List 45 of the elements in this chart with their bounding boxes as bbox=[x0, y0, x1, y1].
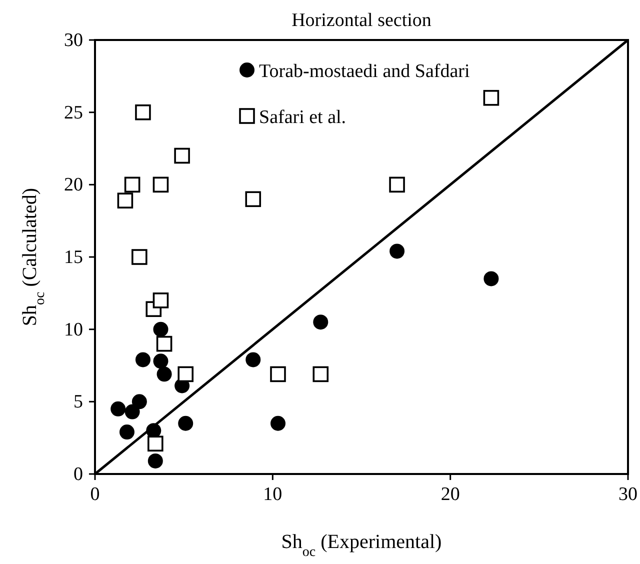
point bbox=[270, 416, 286, 431]
y-tick-label: 15 bbox=[64, 247, 83, 268]
x-tick-label: 30 bbox=[618, 484, 638, 505]
point bbox=[245, 191, 262, 208]
point bbox=[117, 192, 134, 208]
point bbox=[312, 366, 329, 382]
legend-label: Safari et al. bbox=[259, 107, 346, 128]
point bbox=[483, 90, 500, 106]
point bbox=[270, 366, 286, 382]
point bbox=[156, 336, 172, 352]
point bbox=[390, 244, 405, 259]
point bbox=[174, 148, 190, 164]
legend-label: Torab-mostaedi and Safdari bbox=[259, 61, 470, 82]
point bbox=[178, 366, 194, 382]
y-tick-label: 20 bbox=[64, 174, 83, 196]
x-tick-label: 20 bbox=[440, 484, 460, 505]
point bbox=[153, 354, 168, 369]
point bbox=[389, 176, 405, 193]
x-tick-label: 0 bbox=[90, 484, 100, 505]
point bbox=[132, 394, 147, 410]
point bbox=[119, 424, 134, 440]
point bbox=[148, 453, 163, 468]
x-axis-title: Sh$_{oc}$ (Experimental) bbox=[281, 531, 442, 560]
point bbox=[110, 401, 126, 416]
point bbox=[153, 322, 168, 337]
point bbox=[313, 314, 328, 330]
y-tick-label: 0 bbox=[74, 464, 83, 485]
point bbox=[152, 292, 169, 308]
point bbox=[124, 404, 140, 420]
y-tick-label: 25 bbox=[64, 102, 83, 124]
y-tick-label: 10 bbox=[64, 319, 83, 340]
y-tick-label: 5 bbox=[74, 392, 83, 413]
point bbox=[132, 249, 148, 265]
point bbox=[178, 416, 194, 431]
point bbox=[246, 352, 261, 368]
point bbox=[484, 271, 499, 286]
point bbox=[148, 436, 164, 452]
point bbox=[135, 352, 150, 368]
point bbox=[156, 366, 172, 382]
y-tick-label: 30 bbox=[64, 30, 83, 51]
chart-title: Horizontal section bbox=[292, 10, 432, 31]
point bbox=[152, 176, 169, 193]
point bbox=[135, 104, 151, 120]
x-tick-label: 10 bbox=[263, 484, 282, 505]
point bbox=[124, 176, 140, 193]
